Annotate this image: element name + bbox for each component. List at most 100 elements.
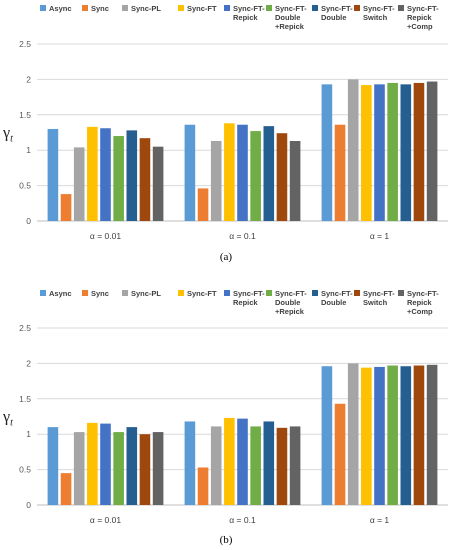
bar [250,131,261,221]
legend-label: Async [49,4,72,13]
y-tick-label: 0 [26,216,31,226]
bar [347,79,359,222]
bar [126,427,138,505]
bar [361,85,372,222]
bar [197,188,209,221]
legend-item: Sync-FT-Double+Repick [266,4,307,31]
legend-label: Sync-FT- [407,289,439,298]
bar [334,403,346,505]
bar [197,467,209,505]
legend-swatch [82,5,88,11]
bars [47,363,438,505]
bar [426,364,438,505]
bar [374,366,385,505]
bar [210,140,222,221]
bar [73,147,85,221]
legend-swatch [122,290,128,296]
legend-swatch [40,290,46,296]
bar [139,434,151,505]
panel-caption: (a) [220,251,233,263]
legend-label: +Comp [407,307,433,316]
x-tick-label: α = 1 [370,231,390,241]
legend-item: Sync-PL [122,4,161,13]
bar [347,363,359,505]
legend-label: Sync-FT [187,289,217,298]
bar [210,426,222,505]
legend-item: Sync-FT [178,289,217,298]
bar [152,146,164,221]
y-axis-title: γt [2,125,13,145]
legend-label: Switch [363,13,388,22]
legend-item: Sync-FT-Switch [354,289,395,307]
bar [289,426,301,505]
bar [224,123,235,221]
bar [139,138,151,221]
legend-label: Sync [91,4,109,13]
legend-item: Sync-FT-Repick [224,4,265,22]
legend-label: Repick [233,298,258,307]
legend-swatch [354,5,360,11]
legend-label: Sync-FT- [233,4,265,13]
legend-item: Sync-FT-Double [312,4,353,22]
legend-label: Sync-PL [131,289,161,298]
y-tick-label: 2 [26,358,31,368]
legend-label: Double [275,298,300,307]
legend-swatch [122,5,128,11]
legend-label: Sync-FT- [363,289,395,298]
x-tick-label: α = 0.1 [229,515,256,525]
legend-swatch [40,5,46,11]
legend-item: Sync-FT-Repick+Comp [398,289,439,316]
legend-label: Sync-FT- [275,289,307,298]
x-tick-label: α = 0.01 [90,515,121,525]
panel-caption: (b) [220,534,233,546]
legend-swatch [398,5,404,11]
legend-item: Sync-FT-Double [312,289,353,307]
legend-swatch [266,5,272,11]
legend-item: Sync-FT-Switch [354,4,395,22]
legend-label: Repick [407,298,432,307]
legend-swatch [312,290,318,296]
bar [237,124,248,221]
legend-item: Sync-FT-Repick [224,289,265,307]
legend-label: Sync-FT- [321,4,353,13]
bar [426,81,438,221]
bar [100,128,111,221]
y-axis-title-main: γ [2,409,10,426]
bar [321,366,333,505]
legend-item: Sync-PL [122,289,161,298]
bar [47,128,59,221]
legend-label: Double [321,13,346,22]
bar [361,367,372,505]
legend-label: Sync-FT [187,4,217,13]
bar [60,473,72,505]
y-tick-label: 1 [26,429,31,439]
bar [263,421,275,505]
bar [126,130,138,221]
y-tick-label: 1.5 [19,110,31,120]
legend-label: +Repick [275,22,305,31]
y-tick-label: 2 [26,74,31,84]
y-tick-label: 0 [26,500,31,510]
bar [334,124,346,221]
legend-item: Sync-FT [178,4,217,13]
legend-swatch [178,290,184,296]
x-tick-label: α = 1 [370,515,390,525]
bar [321,84,333,221]
bar [152,432,164,505]
bar [237,418,248,505]
legend-item: Sync [82,4,109,13]
legend-swatch [224,290,230,296]
bar [113,136,124,221]
legend-label: Double [321,298,346,307]
y-axis-title-main: γ [2,125,10,142]
bar [113,432,124,505]
bar [276,427,288,505]
x-tick-label: α = 0.1 [229,231,256,241]
legend-label: Sync-FT- [233,289,265,298]
legend-label: Sync-FT- [275,4,307,13]
bar [224,417,235,505]
legend-label: Sync [91,289,109,298]
legend-label: Repick [407,13,432,22]
bar [263,126,275,221]
bar [387,365,398,505]
